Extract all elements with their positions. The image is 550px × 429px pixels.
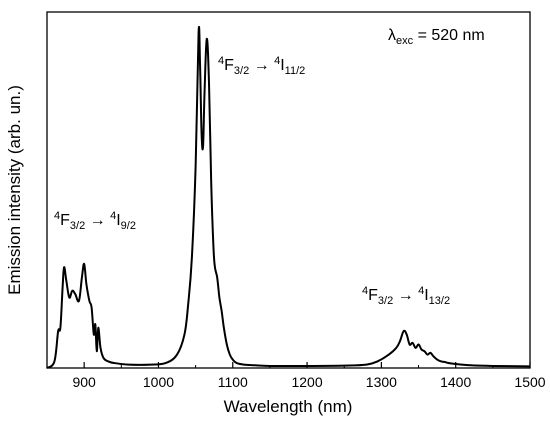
excitation-wavelength-annotation: λexc = 520 nm <box>388 27 485 47</box>
x-axis-label: Wavelength (nm) <box>224 397 353 416</box>
transition-13-2-annotation: 4F3/2 → 4I13/2 <box>362 285 450 307</box>
emission-spectrum-line <box>46 25 531 369</box>
x-tick-label: 1100 <box>218 374 248 390</box>
x-tick-label: 1000 <box>143 374 174 390</box>
x-axis-ticks <box>46 362 531 368</box>
x-tick-label: 900 <box>72 374 96 390</box>
transition-9-2-annotation: 4F3/2 → 4I9/2 <box>54 210 136 232</box>
transition-11-2-annotation: 4F3/2 → 4I11/2 <box>218 55 305 77</box>
x-tick-label: 1300 <box>366 374 397 390</box>
x-tick-label: 1400 <box>440 374 471 390</box>
x-tick-label: 1500 <box>514 374 545 390</box>
x-tick-label: 1200 <box>291 374 322 390</box>
plot-frame <box>46 11 531 369</box>
y-axis-label: Emission intensity (arb. un.) <box>5 85 24 295</box>
x-axis-tick-labels: 900 1000 1100 1200 1300 1400 1500 <box>72 374 545 390</box>
